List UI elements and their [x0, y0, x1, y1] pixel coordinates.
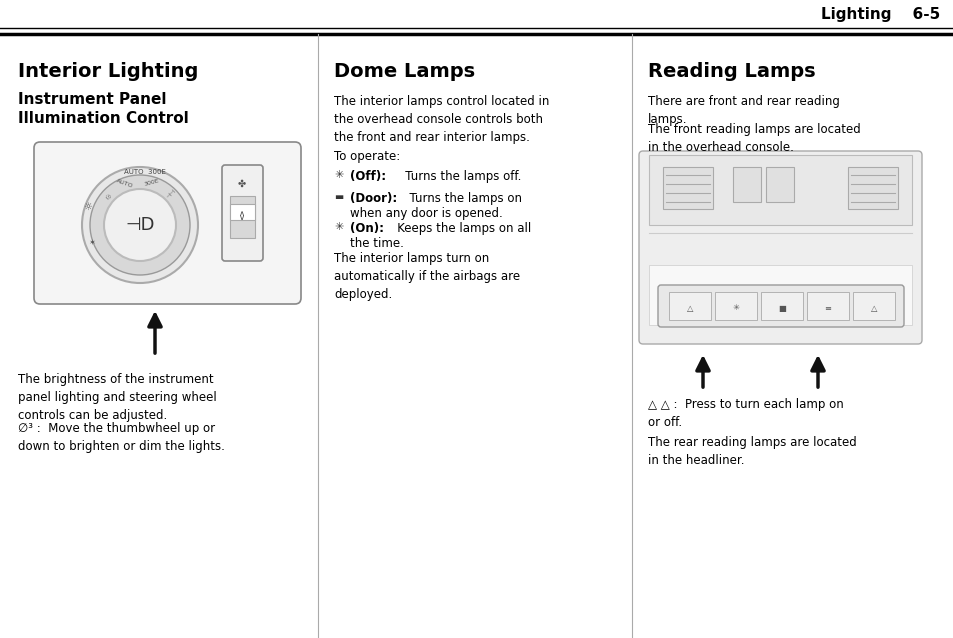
Text: There are front and rear reading
lamps.: There are front and rear reading lamps.	[647, 95, 839, 126]
Text: (On):: (On):	[350, 222, 384, 235]
Text: ☉: ☉	[103, 193, 110, 200]
Bar	[668, 292, 710, 320]
Text: ≡: ≡	[823, 304, 831, 313]
Bar	[662, 167, 712, 209]
FancyBboxPatch shape	[222, 165, 263, 261]
Text: ✶: ✶	[89, 239, 95, 248]
Text: ∧: ∧	[238, 209, 245, 218]
Text: the time.: the time.	[350, 237, 403, 250]
Text: Interior Lighting: Interior Lighting	[18, 62, 198, 81]
FancyBboxPatch shape	[658, 285, 903, 327]
Bar	[847, 167, 897, 209]
Text: ✳: ✳	[334, 222, 343, 232]
Bar	[648, 265, 911, 325]
Text: ☼: ☼	[84, 202, 92, 212]
Text: The rear reading lamps are located
in the headliner.: The rear reading lamps are located in th…	[647, 436, 856, 467]
Text: when any door is opened.: when any door is opened.	[350, 207, 502, 220]
Text: ✳: ✳	[334, 170, 343, 180]
Text: AUTO: AUTO	[115, 178, 134, 189]
FancyBboxPatch shape	[639, 151, 921, 344]
Text: ✳: ✳	[732, 304, 739, 313]
Text: △ △ :  Press to turn each lamp on
or off.: △ △ : Press to turn each lamp on or off.	[647, 398, 842, 429]
Text: △: △	[686, 304, 693, 313]
Text: Turns the lamps off.: Turns the lamps off.	[394, 170, 521, 183]
Text: (Off):: (Off):	[350, 170, 386, 183]
Bar	[852, 292, 894, 320]
Text: Instrument Panel
Illumination Control: Instrument Panel Illumination Control	[18, 92, 189, 126]
Text: ⊣⊣: ⊣⊣	[165, 188, 176, 200]
Circle shape	[90, 175, 190, 275]
Text: The front reading lamps are located
in the overhead console.: The front reading lamps are located in t…	[647, 123, 860, 154]
Text: Dome Lamps: Dome Lamps	[334, 62, 475, 81]
Text: The interior lamps turn on
automatically if the airbags are
deployed.: The interior lamps turn on automatically…	[334, 252, 519, 301]
Text: ▬: ▬	[334, 192, 343, 202]
Text: Keeps the lamps on all: Keeps the lamps on all	[386, 222, 531, 235]
Bar	[230, 204, 254, 220]
Text: ∨: ∨	[238, 214, 245, 223]
Bar	[714, 292, 757, 320]
Text: ∅³ :  Move the thumbwheel up or
down to brighten or dim the lights.: ∅³ : Move the thumbwheel up or down to b…	[18, 422, 225, 453]
Text: 300E: 300E	[143, 178, 159, 187]
Text: The interior lamps control located in
the overhead console controls both
the fro: The interior lamps control located in th…	[334, 95, 549, 144]
FancyBboxPatch shape	[34, 142, 301, 304]
Bar	[760, 292, 802, 320]
Bar	[732, 167, 760, 202]
Text: ⊣D: ⊣D	[125, 216, 154, 234]
Bar	[648, 155, 911, 225]
Circle shape	[82, 167, 198, 283]
Text: AUTO  300E: AUTO 300E	[124, 169, 166, 175]
Bar	[765, 167, 793, 202]
Text: ■: ■	[778, 304, 785, 313]
Text: Lighting    6-5: Lighting 6-5	[820, 6, 939, 22]
Text: (Door):: (Door):	[350, 192, 396, 205]
Text: To operate:: To operate:	[334, 150, 400, 163]
Circle shape	[104, 189, 175, 261]
Bar	[806, 292, 848, 320]
Text: Reading Lamps: Reading Lamps	[647, 62, 815, 81]
Bar	[230, 196, 254, 238]
Text: Turns the lamps on: Turns the lamps on	[401, 192, 521, 205]
Text: ✤: ✤	[237, 179, 246, 189]
Text: △: △	[870, 304, 877, 313]
Text: The brightness of the instrument
panel lighting and steering wheel
controls can : The brightness of the instrument panel l…	[18, 373, 216, 422]
